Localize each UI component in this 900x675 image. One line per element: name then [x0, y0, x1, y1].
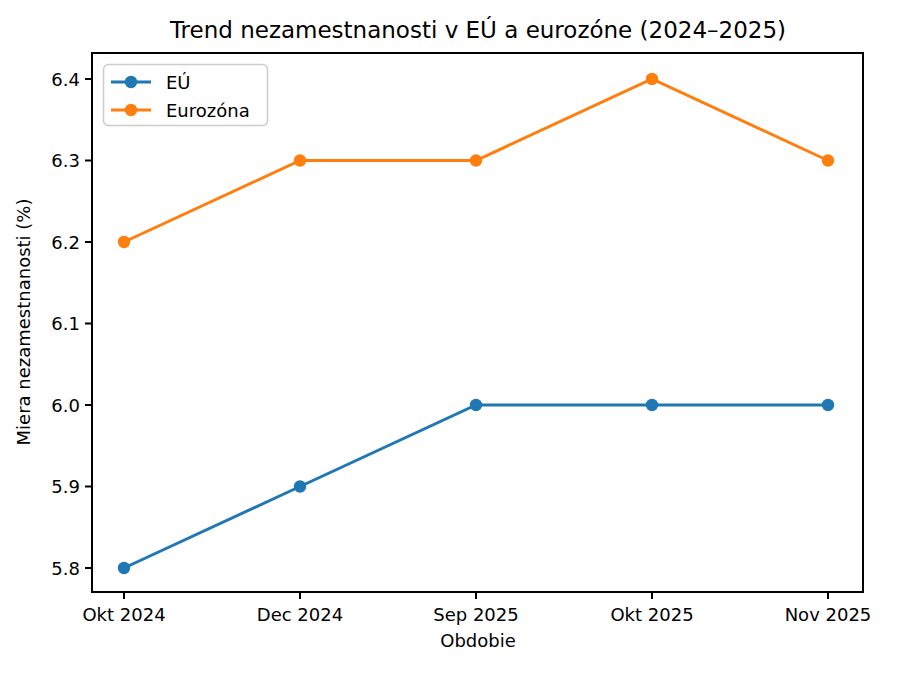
data-point-eurozo-na-sep-2025 — [470, 154, 482, 166]
y-tick-label: 6.3 — [51, 150, 80, 171]
legend-label-eu: EÚ — [166, 72, 191, 93]
y-tick-label: 5.9 — [51, 476, 80, 497]
x-tick-label: Sep 2025 — [433, 604, 518, 625]
y-tick-label: 6.4 — [51, 69, 80, 90]
data-point-eu-nov-2025 — [822, 399, 834, 411]
y-tick-label: 6.1 — [51, 313, 80, 334]
plot-border — [92, 53, 863, 592]
y-tick-label: 6.0 — [51, 395, 80, 416]
line-chart-figure: Trend nezamestnanosti v EÚ a eurozóne (2… — [0, 0, 900, 675]
data-point-eu-okt-2024 — [118, 562, 130, 574]
x-tick-label: Okt 2025 — [610, 604, 693, 625]
y-tick-label: 5.8 — [51, 558, 80, 579]
x-axis-label: Obdobie — [440, 630, 516, 651]
series-line-eu — [124, 405, 828, 568]
data-point-eu-okt-2025 — [646, 399, 658, 411]
y-axis-ticks: 5.8 5.9 6.0 6.1 6.2 6.3 6.4 — [51, 69, 92, 579]
legend-label-eurozo-na: Eurozóna — [166, 100, 250, 121]
x-axis-ticks: Okt 2024 Dec 2024 Sep 2025 Okt 2025 Nov 2025 — [82, 592, 871, 625]
data-point-eu-dec-2024 — [294, 480, 306, 492]
data-point-eurozo-na-dec-2024 — [294, 154, 306, 166]
data-point-eu-sep-2025 — [470, 399, 482, 411]
y-axis-label: Miera nezamestnanosti (%) — [13, 199, 34, 446]
legend-marker-eu — [125, 76, 137, 88]
y-tick-label: 6.2 — [51, 232, 80, 253]
data-point-eurozo-na-okt-2025 — [646, 73, 658, 85]
x-tick-label: Dec 2024 — [257, 604, 343, 625]
chart-title: Trend nezamestnanosti v EÚ a eurozóne (2… — [169, 16, 786, 43]
data-series — [118, 73, 834, 574]
x-tick-label: Okt 2024 — [82, 604, 165, 625]
chart-canvas: Trend nezamestnanosti v EÚ a eurozóne (2… — [0, 0, 900, 675]
x-tick-label: Nov 2025 — [785, 604, 872, 625]
legend-marker-eurozo-na — [125, 104, 137, 116]
data-point-eurozo-na-okt-2024 — [118, 236, 130, 248]
legend: EÚ Eurozóna — [104, 65, 268, 126]
data-point-eurozo-na-nov-2025 — [822, 154, 834, 166]
